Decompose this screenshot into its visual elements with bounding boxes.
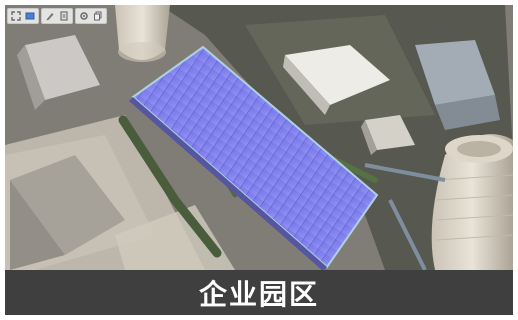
- small-building: [361, 115, 415, 155]
- top-right-buildings: [415, 40, 500, 130]
- caption-title: 企业园区: [198, 277, 319, 311]
- building-top-left: [17, 35, 100, 110]
- document-icon[interactable]: [58, 10, 70, 22]
- fullscreen-icon[interactable]: [10, 10, 22, 22]
- toolbar-group-view: [7, 8, 39, 24]
- toolbar-group-tools: [75, 8, 107, 24]
- white-hall: [283, 45, 390, 115]
- copy-icon[interactable]: [92, 10, 104, 22]
- conveyor-belts: [364, 163, 446, 270]
- cooling-tower-top: [115, 5, 170, 62]
- settings-icon[interactable]: [78, 10, 90, 22]
- caption-bar: 企业园区: [5, 270, 513, 315]
- toolbar-group-edit: [41, 8, 73, 24]
- solar-panel-roof: [129, 45, 379, 270]
- image-toolbar: [7, 8, 107, 24]
- aerial-photo: [5, 5, 513, 270]
- screen-icon[interactable]: [24, 10, 36, 22]
- right-cylinder-tower: [431, 134, 513, 270]
- pen-icon[interactable]: [44, 10, 56, 22]
- industrial-park-aerial-illustration: [5, 5, 513, 270]
- left-warehouse: [10, 155, 125, 270]
